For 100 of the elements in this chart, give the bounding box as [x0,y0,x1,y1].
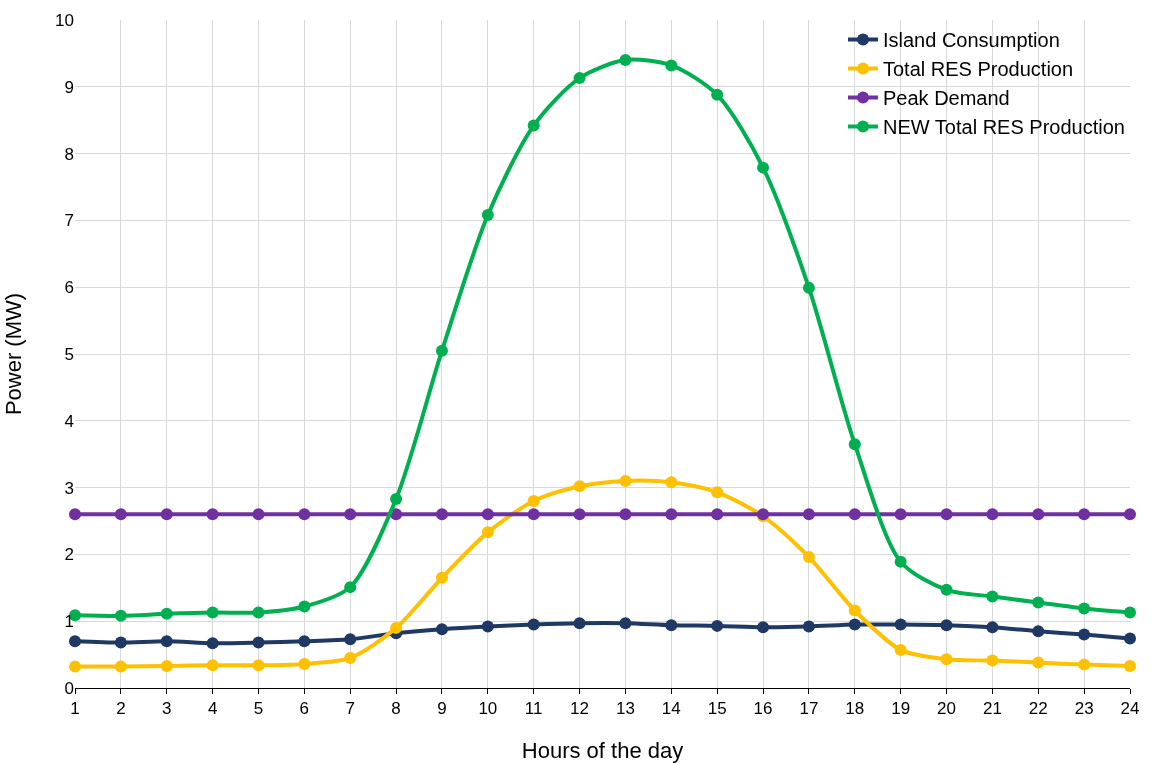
legend-label: Island Consumption [883,29,1060,52]
x-tick-label: 6 [299,699,310,719]
point [252,606,265,619]
y-tick-label: 4 [64,411,74,431]
x-tick-label: 19 [891,699,911,719]
point [527,494,540,507]
legend-label: NEW Total RES Production [883,116,1125,139]
point [435,571,448,584]
y-tick-label: 10 [55,10,74,30]
point [848,438,861,451]
y-axis-title: Power (MW) [1,292,26,416]
point [711,508,724,521]
x-tick-label: 2 [116,699,126,719]
point [894,555,907,568]
x-tick-label: 3 [162,699,172,719]
x-tick-label: 21 [982,699,1002,719]
point [986,590,999,603]
point [1124,659,1136,672]
point [344,508,357,521]
point [69,660,81,673]
point [298,657,311,670]
x-tick-label: 17 [799,699,819,719]
point [298,508,311,521]
point [252,508,265,521]
point [69,508,81,521]
point [481,508,494,521]
point [206,637,219,650]
point [665,476,678,489]
x-tick-label: 8 [391,699,401,719]
x-tick-label: 22 [1028,699,1048,719]
y-tick-label: 1 [64,612,74,632]
point [573,72,586,85]
point [619,54,632,67]
x-tick-label: 23 [1074,699,1094,719]
y-tick-label: 2 [64,545,74,565]
point [1032,596,1045,609]
point [1124,508,1136,521]
point [802,508,815,521]
point [665,619,678,632]
y-tick-label: 9 [64,77,74,97]
x-tick-label: 18 [845,699,865,719]
point [160,659,173,672]
point [1124,606,1136,619]
x-tick-label: 9 [437,699,447,719]
y-tick-label: 8 [64,144,74,164]
point [435,623,448,636]
point [206,508,219,521]
point [894,618,907,631]
point [757,161,770,174]
point [481,209,494,222]
point [344,633,357,646]
point [940,508,953,521]
point [894,643,907,656]
point [986,621,999,634]
point [757,621,770,634]
point [481,620,494,633]
point [940,619,953,632]
point [1078,658,1091,671]
point [1078,628,1091,641]
point [114,660,127,673]
point [711,619,724,632]
point [344,651,357,664]
point [573,480,586,493]
point [894,508,907,521]
point [344,581,357,594]
point [848,618,861,631]
point [390,492,403,505]
point [69,635,81,648]
y-tick-label: 5 [64,344,74,364]
point [802,281,815,294]
point [114,636,127,649]
x-tick-label: 5 [253,699,264,719]
point [711,486,724,499]
x-tick-label: 7 [345,699,355,719]
point [390,621,403,634]
point [1032,508,1045,521]
point [206,606,219,619]
point [573,508,586,521]
y-tick-label: 7 [64,211,74,231]
point [986,654,999,667]
y-tick-label: 0 [64,678,74,698]
point [1078,508,1091,521]
point [1032,656,1045,669]
point [573,617,586,630]
point [940,653,953,666]
point [619,617,632,630]
point [711,88,724,101]
x-tick-label: 14 [661,699,681,719]
point [435,508,448,521]
point [252,659,265,672]
x-tick-label: 15 [707,699,727,719]
point [114,609,127,622]
point [848,508,861,521]
point [619,508,632,521]
point [1032,625,1045,638]
x-tick-label: 16 [753,699,773,719]
x-axis-title: Hours of the day [521,738,684,763]
point [848,604,861,617]
point [802,551,815,564]
point [1078,602,1091,615]
